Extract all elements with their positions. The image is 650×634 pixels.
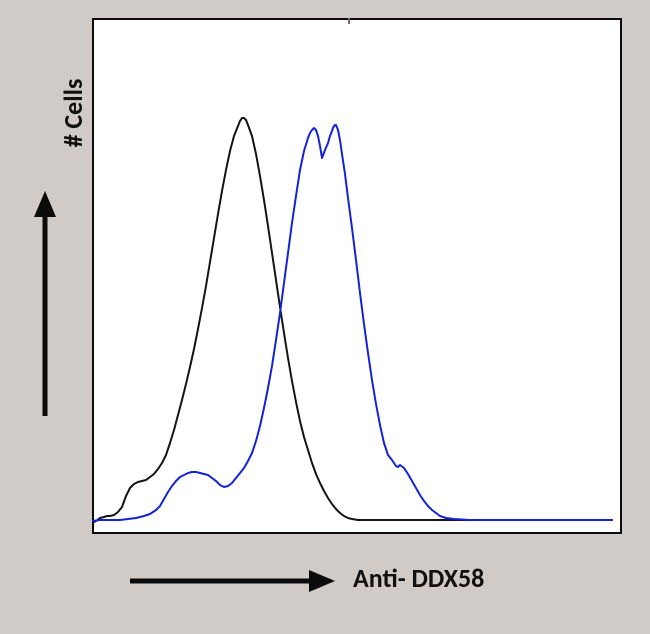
axis-arrows-svg (0, 0, 650, 634)
figure-container: # Cells Anti- DDX58 (0, 0, 650, 634)
